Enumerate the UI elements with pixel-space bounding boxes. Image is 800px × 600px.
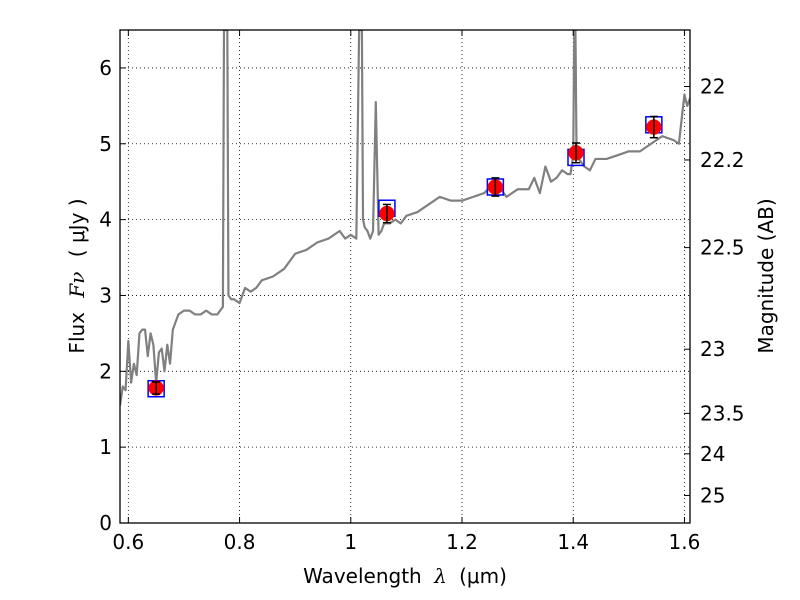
spectrum-line	[120, 30, 690, 406]
y-tick-label: 4	[99, 208, 112, 232]
x-axis-label-symbol: λ	[433, 564, 447, 588]
x-axis-label-prefix: Wavelength	[303, 564, 422, 588]
grid-layer	[120, 30, 690, 524]
y-tick-label: 5	[99, 132, 112, 156]
x-axis-label: Wavelength λ (μm)	[303, 564, 507, 588]
y-tick-label: 2	[99, 359, 112, 383]
axis-layer: 0.6 0.8 1 1.2 1.4 1.601234562222.222.52323.52…	[99, 30, 745, 554]
y-tick-label: 0	[99, 511, 112, 535]
y2-tick-label: 24	[700, 442, 725, 466]
x-axis-label-unit: (μm)	[459, 564, 507, 588]
x-tick-label: 1.2	[446, 530, 478, 554]
x-tick-label: 0.8	[224, 530, 256, 554]
y2-tick-label: 22.5	[700, 236, 745, 260]
y-axis-label-prefix: Flux	[65, 312, 89, 354]
y-tick-label: 6	[99, 56, 112, 80]
y-axis-label-unit: ( μJy )	[65, 198, 89, 257]
x-tick-label: 1.4	[557, 530, 589, 554]
y2-axis-label: Magnitude (AB)	[754, 198, 778, 353]
y-axis-label: Flux Fν ( μJy )	[65, 198, 89, 353]
y-axis-label-symbol: Fν	[65, 272, 89, 299]
y2-tick-label: 23.5	[700, 401, 745, 425]
y2-tick-label: 22.2	[700, 148, 745, 172]
y-tick-label: 3	[99, 283, 112, 307]
x-tick-label: 0.6	[112, 530, 144, 554]
y2-tick-label: 25	[700, 483, 725, 507]
plot-layer	[120, 30, 690, 406]
y2-tick-label: 23	[700, 337, 725, 361]
x-tick-label: 1.6	[669, 530, 701, 554]
plot-frame	[119, 29, 691, 524]
y-tick-label: 1	[99, 435, 112, 459]
x-tick-label: 1	[344, 530, 357, 554]
y2-tick-label: 22	[700, 75, 725, 99]
